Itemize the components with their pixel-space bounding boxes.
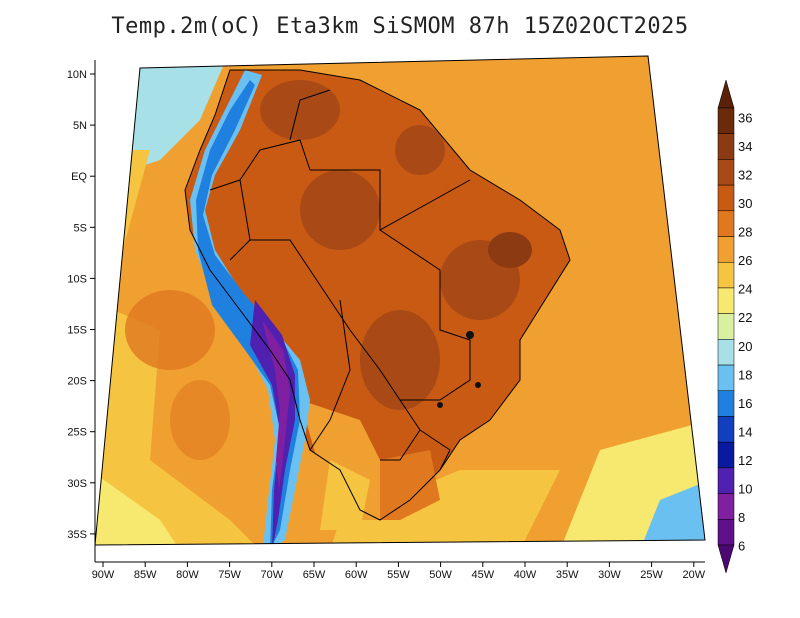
map-title: Temp.2m(oC) Eta3km SiSMOM 87h 15Z02OCT20…	[111, 14, 689, 39]
lat-tick-label: 20S	[67, 376, 87, 388]
colorbar-swatch	[717, 313, 735, 340]
colorbar-swatch	[717, 184, 735, 212]
colorbar-swatch	[717, 210, 735, 237]
lon-tick-label: 90W	[92, 569, 115, 581]
colorbar: 36 34 32 30 28 26 24 22 20 18 16 14 12 10 8 6	[717, 79, 752, 574]
colorbar-label: 22	[738, 310, 752, 325]
colorbar-swatch	[717, 133, 735, 160]
map-frame	[94, 55, 706, 546]
lat-tick-label: 10S	[67, 273, 87, 285]
colorbar-label: 28	[738, 225, 752, 240]
colorbar-label: 24	[738, 282, 752, 297]
colorbar-swatch	[717, 159, 735, 186]
country-borders	[184, 69, 571, 521]
temperature-field	[95, 56, 705, 545]
colorbar-label: 8	[738, 510, 745, 525]
lon-tick-label: 85W	[134, 569, 157, 581]
colorbar-swatch	[717, 107, 735, 134]
colorbar-label: 16	[738, 396, 752, 411]
lon-tick-label: 50W	[429, 569, 452, 581]
lon-tick-label: 30W	[598, 569, 621, 581]
colorbar-label: 34	[738, 139, 752, 154]
colorbar-label: 14	[738, 424, 752, 439]
lat-tick-label: 25S	[67, 427, 87, 439]
colorbar-swatch	[717, 416, 735, 443]
lon-tick-label: 45W	[471, 569, 494, 581]
colorbar-swatch	[717, 467, 735, 494]
colorbar-label: 30	[738, 196, 752, 211]
colorbar-label: 20	[738, 339, 752, 354]
colorbar-label: 12	[738, 453, 752, 468]
longitude-axis: 90W 85W 80W 75W 70W 65W 60W 55W 50W 45W 40W 35W 30W 2…	[92, 561, 706, 581]
lon-tick-label: 80W	[176, 569, 199, 581]
colorbar-swatch	[717, 236, 735, 263]
colorbar-swatch	[717, 364, 735, 392]
lon-tick-label: 35W	[556, 569, 579, 581]
colorbar-extend-bottom	[717, 544, 735, 574]
colorbar-swatch	[717, 493, 735, 520]
lat-tick-label: 35S	[67, 529, 87, 541]
colorbar-swatch	[717, 390, 735, 417]
lat-tick-label: 5N	[73, 120, 87, 132]
lat-tick-label: 10N	[67, 69, 87, 81]
lat-tick-label: 30S	[67, 478, 87, 490]
lat-tick-label: 5S	[74, 222, 87, 234]
colorbar-label: 32	[738, 167, 752, 182]
colorbar-label: 6	[738, 539, 745, 554]
lon-tick-label: 25W	[640, 569, 663, 581]
colorbar-swatch	[717, 261, 735, 289]
lon-tick-label: 70W	[260, 569, 283, 581]
lat-tick-label: EQ	[71, 171, 87, 183]
latitude-axis: 10N 5N EQ 5S 10S 15S 20S 25S 30S 35S	[67, 60, 96, 562]
lon-tick-label: 40W	[514, 569, 537, 581]
colorbar-label: 10	[738, 482, 752, 497]
lat-tick-label: 15S	[67, 325, 87, 337]
colorbar-label: 18	[738, 367, 752, 382]
lon-tick-label: 20W	[682, 569, 705, 581]
lon-tick-label: 60W	[345, 569, 368, 581]
colorbar-extend-top	[717, 79, 735, 109]
lon-tick-label: 75W	[218, 569, 241, 581]
colorbar-swatch	[717, 339, 735, 366]
colorbar-swatch	[717, 441, 735, 469]
lon-tick-label: 65W	[303, 569, 326, 581]
colorbar-swatch	[717, 519, 735, 546]
colorbar-label: 26	[738, 253, 752, 268]
lon-tick-label: 55W	[387, 569, 410, 581]
colorbar-label: 36	[738, 110, 752, 125]
colorbar-swatch	[717, 287, 735, 314]
